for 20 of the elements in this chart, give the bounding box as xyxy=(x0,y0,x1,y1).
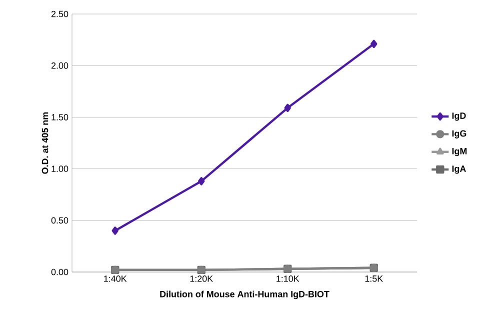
x-axis-title: Dilution of Mouse Anti-Human IgD-BIOT xyxy=(160,290,330,300)
legend-label: IgG xyxy=(452,130,466,138)
legend-label: IgA xyxy=(452,166,466,174)
legend-label: IgD xyxy=(452,112,466,121)
y-tick-label: 1.00 xyxy=(52,166,68,172)
point xyxy=(112,226,118,235)
y-tick-label: 2.50 xyxy=(51,10,68,18)
x-tick-label: 1:40K xyxy=(104,276,127,282)
point xyxy=(198,177,205,186)
y-tick-label: 1.50 xyxy=(52,114,68,120)
y-tick-label: 2.00 xyxy=(51,62,68,69)
legend-label: IgM xyxy=(452,148,467,156)
x-tick-label: 1:10K xyxy=(276,276,300,282)
y-axis-title: O.D. at 405 nm xyxy=(42,112,48,174)
x-tick-label: 1:20K xyxy=(190,276,213,282)
point xyxy=(370,40,378,48)
x-tick-label: 1:5K xyxy=(365,276,383,282)
point xyxy=(284,104,291,112)
y-tick-label: 0.00 xyxy=(51,268,68,276)
y-tick-label: 0.50 xyxy=(51,217,68,224)
